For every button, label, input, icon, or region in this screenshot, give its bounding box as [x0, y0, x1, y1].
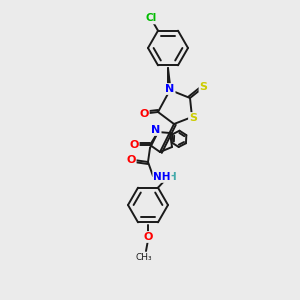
- Text: Cl: Cl: [146, 14, 157, 23]
- Text: N: N: [152, 125, 160, 135]
- Text: CH₃: CH₃: [136, 253, 152, 262]
- Text: O: O: [129, 140, 139, 150]
- Text: O: O: [143, 232, 153, 242]
- Text: S: S: [200, 82, 208, 92]
- Text: NH: NH: [153, 172, 171, 182]
- Text: S: S: [189, 113, 197, 123]
- Text: O: O: [126, 155, 136, 165]
- Text: H: H: [168, 172, 176, 182]
- Text: O: O: [140, 109, 149, 118]
- Text: N: N: [165, 84, 175, 94]
